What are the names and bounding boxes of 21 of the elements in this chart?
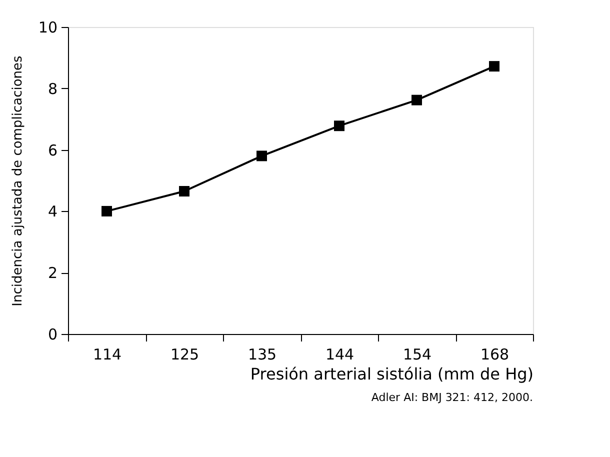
y-tick-label: 2 [48,264,58,282]
y-tick-label: 6 [48,141,58,160]
point [102,206,112,216]
text: Adler AI: BMJ 321: 412, 2000. [371,391,533,404]
point [412,94,422,106]
y-tick-label: 8 [48,80,58,98]
x-tick-label: 114 [92,346,122,364]
x-axis-title: Presión arterial sistólia (mm de Hg) [250,364,534,384]
y-tick-label: 4 [48,202,58,221]
point [256,150,267,162]
y-axis-title: Incidencia ajustada de complicaciones [10,55,26,306]
point [489,61,500,72]
point [179,186,190,196]
x-tick-label: 144 [325,346,354,364]
x-tick-label: 135 [248,346,277,364]
y-tick-label: 10 [38,18,58,36]
point [334,120,344,132]
x-tick-label: 125 [170,346,200,364]
x-tick-label: 168 [480,346,510,364]
y-tick-label: 0 [48,326,58,344]
x-tick-label: 154 [402,346,432,364]
